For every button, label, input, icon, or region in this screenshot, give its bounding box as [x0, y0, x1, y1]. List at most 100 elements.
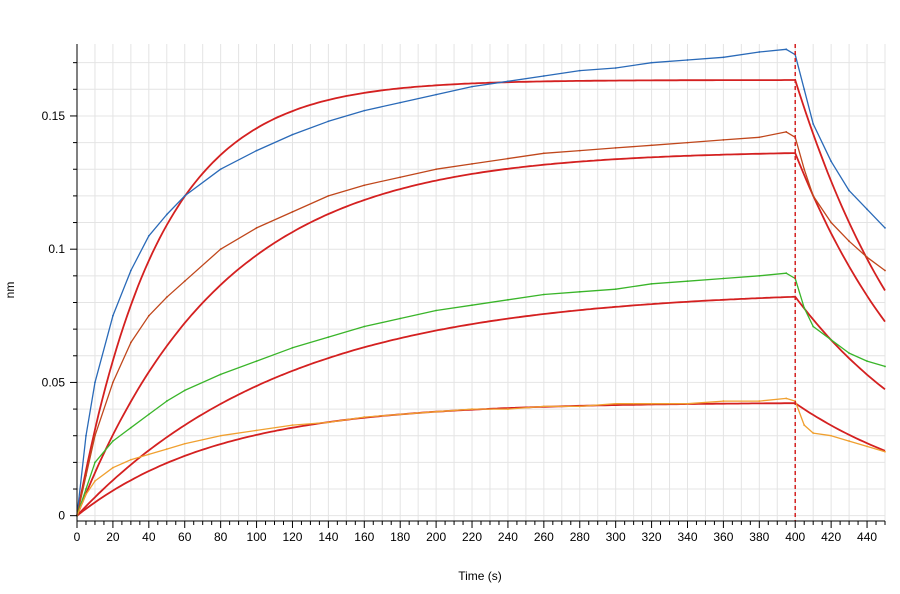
series-4-point — [578, 405, 581, 408]
series-2-point — [112, 381, 114, 384]
x-tick-label: 40 — [142, 530, 156, 544]
series-2-point — [165, 296, 168, 299]
series-4-point — [722, 400, 725, 402]
series-3-point — [471, 304, 473, 307]
series-2-point — [255, 226, 258, 229]
series-2-point — [785, 131, 788, 133]
series-3-point — [327, 336, 330, 339]
series-3-point — [183, 389, 186, 392]
series-1-point — [812, 123, 815, 125]
series-1-point — [399, 101, 402, 104]
series-4-point — [112, 466, 114, 469]
series-3-point — [758, 274, 761, 277]
fit-curves — [76, 79, 886, 517]
series-4-point — [165, 448, 168, 450]
series-1-point — [507, 80, 509, 83]
series-1-point — [112, 314, 114, 317]
series-2-point — [650, 144, 653, 147]
series-2-point — [866, 256, 868, 259]
series-1-point — [435, 93, 438, 96]
x-tick-label: 420 — [821, 530, 841, 544]
series-4-point — [183, 442, 186, 445]
series-2-point — [812, 194, 815, 197]
x-tick-label: 100 — [247, 530, 267, 544]
series-3-point — [85, 488, 87, 490]
x-tick-label: 180 — [390, 530, 410, 544]
series-3-point — [884, 365, 886, 368]
series-4-point — [129, 458, 132, 461]
series-2-point — [722, 139, 725, 141]
series-1-point — [291, 133, 294, 136]
series-4-point — [542, 405, 545, 408]
series-2-point — [884, 269, 886, 272]
x-axis-title: Time (s) — [458, 569, 502, 583]
series-line-4 — [76, 397, 886, 516]
series-1-point — [785, 48, 788, 51]
series-4-point — [614, 402, 617, 405]
x-tick-label: 380 — [749, 530, 769, 544]
y-tick-label: 0.1 — [48, 242, 65, 256]
series-2-point — [542, 152, 545, 155]
series-3-point — [255, 360, 258, 363]
series-3-point — [507, 298, 509, 301]
series-2-point — [363, 184, 366, 187]
series-1-point — [884, 226, 886, 229]
x-tick-label: 120 — [282, 530, 302, 544]
series-1-point — [803, 88, 806, 91]
series-2-point — [614, 147, 617, 149]
series-4-point — [785, 397, 788, 400]
series-4-point — [435, 410, 438, 413]
series-3-point — [435, 309, 438, 312]
series-line-1 — [76, 48, 886, 516]
fit-curve-3 — [76, 295, 886, 517]
series-4-point — [507, 408, 509, 410]
series-2-point — [183, 280, 186, 283]
series-1-point — [614, 67, 617, 69]
series-4-point — [291, 424, 294, 426]
series-4-point — [830, 434, 833, 437]
series-3-point — [165, 400, 168, 402]
series-4-point — [363, 416, 366, 418]
series-2-point — [758, 136, 761, 139]
x-tick-label: 160 — [354, 530, 374, 544]
series-1-point — [578, 69, 581, 72]
x-tick-label: 140 — [318, 530, 338, 544]
series-1-point — [722, 56, 725, 59]
series-3-point — [614, 288, 617, 291]
series-1-point — [542, 75, 545, 77]
series-1-point — [327, 120, 330, 123]
series-2-point — [686, 141, 689, 144]
x-tick-label: 80 — [214, 530, 228, 544]
series-3-point — [219, 373, 222, 376]
series-4-point — [219, 434, 222, 437]
series-4-point — [85, 493, 87, 496]
series-1-point — [363, 109, 366, 112]
series-4-point — [812, 432, 815, 434]
series-1-point — [471, 85, 473, 88]
series-4-point — [327, 421, 330, 424]
series-3-point — [542, 293, 545, 296]
series-1-point — [650, 61, 653, 64]
series-2-point — [327, 194, 330, 197]
series-2-point — [803, 168, 806, 171]
series-1-point — [848, 189, 850, 192]
series-4-point — [758, 400, 761, 402]
x-tick-label: 440 — [857, 530, 877, 544]
series-2-point — [848, 240, 850, 243]
series-4-point — [803, 424, 806, 426]
series-3-point — [94, 461, 96, 464]
series-3-point — [830, 338, 833, 341]
series-2-point — [94, 434, 96, 437]
series-2-point — [219, 248, 222, 251]
y-tick-label: 0.05 — [42, 375, 66, 389]
series-3-point — [866, 360, 868, 363]
x-tick-label: 0 — [74, 530, 81, 544]
x-tick-label: 220 — [462, 530, 482, 544]
y-tick-label: 0 — [58, 509, 65, 523]
series-3-point — [650, 282, 653, 285]
series-2-point — [291, 210, 294, 213]
series-1-point — [255, 149, 258, 152]
series-line-2 — [76, 131, 886, 516]
series-3-point — [722, 277, 725, 280]
